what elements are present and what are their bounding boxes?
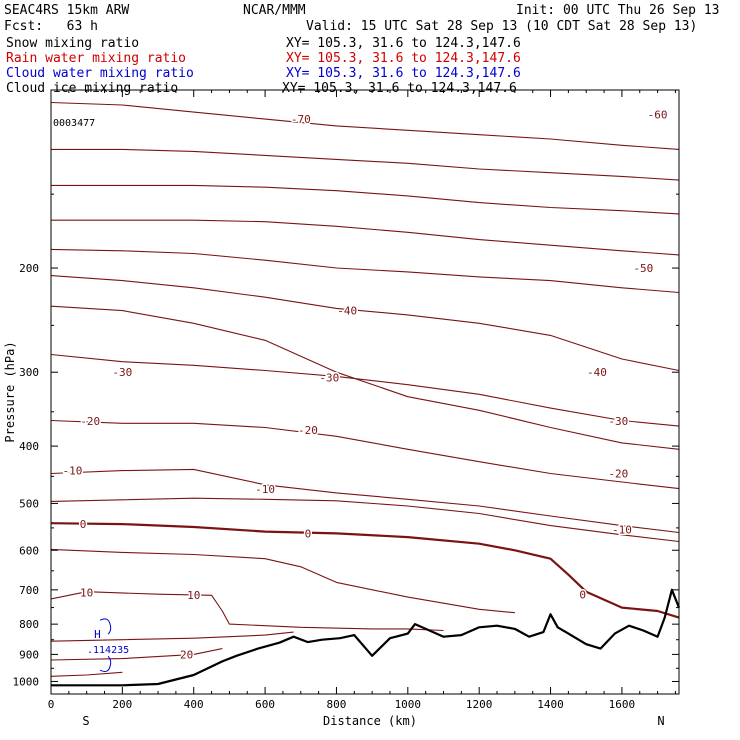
x-tick-label: 0 bbox=[48, 698, 55, 711]
max-marker-value: .114235 bbox=[87, 645, 129, 656]
field-label-cloud-ice: Cloud ice mixing ratio bbox=[6, 81, 179, 96]
isotherm-line bbox=[51, 184, 680, 215]
isotherm-line bbox=[50, 548, 515, 614]
max-marker-ring bbox=[99, 618, 112, 635]
isotherm-line bbox=[50, 101, 680, 150]
isotherm-line bbox=[50, 353, 680, 427]
y-tick-label: 400 bbox=[19, 440, 39, 453]
y-tick-label: 800 bbox=[19, 618, 39, 631]
corner-label: 0003477 bbox=[53, 118, 95, 129]
x-tick-label: 1400 bbox=[537, 698, 564, 711]
init-time: Init: 00 UTC Thu 26 Sep 13 bbox=[516, 3, 720, 18]
isotherm-line bbox=[50, 275, 680, 372]
x-tick-label: 600 bbox=[255, 698, 275, 711]
isotherm-line bbox=[50, 248, 680, 294]
y-tick-label: 700 bbox=[19, 584, 39, 597]
isotherm-label: 0 bbox=[579, 589, 586, 602]
y-tick-label: 900 bbox=[19, 648, 39, 661]
terrain-profile bbox=[51, 588, 681, 687]
max-marker-ring bbox=[99, 655, 112, 673]
field-label-cloud-water: Cloud water mixing ratio bbox=[6, 66, 194, 81]
isotherm-line bbox=[50, 305, 680, 450]
center-name: NCAR/MMM bbox=[243, 3, 306, 18]
isotherm-label: -10 bbox=[255, 483, 275, 496]
isotherm-line bbox=[50, 497, 680, 543]
field-xy-cloud-ice: XY= 105.3, 31.6 to 124.3,147.6 bbox=[282, 81, 517, 96]
isotherm-label: -20 bbox=[298, 424, 318, 437]
x-tick-label: 200 bbox=[112, 698, 132, 711]
isotherm-label: -70 bbox=[291, 113, 311, 126]
isotherm-line bbox=[50, 468, 680, 534]
x-tick-label: 800 bbox=[327, 698, 347, 711]
field-xy-rain: XY= 105.3, 31.6 to 124.3,147.6 bbox=[286, 51, 521, 66]
y-axis-label: Pressure (hPa) bbox=[3, 341, 17, 442]
contour-labels: -70 -60 -50 -40 -40 -30 -30 -30 -20 -20 -20 -10 -10 -… bbox=[61, 107, 669, 663]
isotherm-line bbox=[50, 591, 444, 632]
isotherm-label: -10 bbox=[62, 465, 82, 478]
isotherm-label: 10 bbox=[187, 589, 200, 602]
isotherm-contours bbox=[50, 101, 680, 677]
isotherm-line bbox=[50, 671, 123, 677]
isotherm-label: -30 bbox=[112, 366, 132, 379]
isotherm-label: 0 bbox=[305, 527, 312, 540]
x-end-label-north: N bbox=[657, 714, 664, 728]
isotherm-line bbox=[50, 648, 223, 661]
isotherm-label: -60 bbox=[648, 108, 668, 121]
x-tick-label: 1600 bbox=[609, 698, 636, 711]
isotherm-label: -10 bbox=[612, 523, 632, 536]
field-xy-snow: XY= 105.3, 31.6 to 124.3,147.6 bbox=[286, 36, 521, 51]
y-tick-label: 500 bbox=[19, 497, 39, 510]
isotherm-line bbox=[50, 522, 680, 619]
y-tick-label: 200 bbox=[19, 262, 39, 275]
axes: 0 200 400 600 800 1000 1200 1400 160020030040050… bbox=[13, 90, 679, 711]
isotherm-label: -50 bbox=[633, 262, 653, 275]
valid-time: Valid: 15 UTC Sat 28 Sep 13 (10 CDT Sat … bbox=[306, 19, 698, 34]
y-tick-label: 1000 bbox=[13, 675, 40, 688]
isotherm-line bbox=[51, 219, 680, 256]
isotherm-label: -30 bbox=[319, 371, 339, 384]
isotherm-label: -40 bbox=[587, 366, 607, 379]
field-label-rain: Rain water mixing ratio bbox=[6, 51, 187, 66]
isotherm-label: -30 bbox=[608, 415, 628, 428]
model-title: SEAC4RS 15km ARW bbox=[4, 3, 130, 18]
max-marker: H .114235 bbox=[87, 618, 129, 673]
isotherm-line bbox=[50, 631, 294, 642]
max-marker-letter: H bbox=[94, 628, 101, 641]
plot-frame bbox=[50, 89, 680, 695]
x-axis-label: Distance (km) bbox=[323, 714, 417, 728]
y-tick-label: 300 bbox=[19, 366, 39, 379]
y-tick-label: 600 bbox=[19, 544, 39, 557]
field-label-snow: Snow mixing ratio bbox=[6, 36, 140, 51]
forecast-hour: Fcst: 63 h bbox=[4, 19, 98, 34]
isotherm-label: 0 bbox=[80, 518, 87, 531]
field-xy-cloud-water: XY= 105.3, 31.6 to 124.3,147.6 bbox=[286, 66, 521, 81]
terrain-line bbox=[51, 588, 681, 687]
isotherm-line bbox=[50, 419, 680, 490]
isotherm-label: -20 bbox=[608, 467, 628, 480]
isotherm-label: 20 bbox=[180, 648, 193, 661]
isotherm-label: -40 bbox=[337, 305, 357, 318]
x-tick-label: 1000 bbox=[395, 698, 422, 711]
x-tick-label: 400 bbox=[184, 698, 204, 711]
isotherm-label: 10 bbox=[80, 586, 93, 599]
x-tick-label: 1200 bbox=[466, 698, 493, 711]
isotherm-label: -20 bbox=[80, 415, 100, 428]
isotherm-line bbox=[51, 148, 680, 181]
x-end-label-south: S bbox=[82, 714, 89, 728]
